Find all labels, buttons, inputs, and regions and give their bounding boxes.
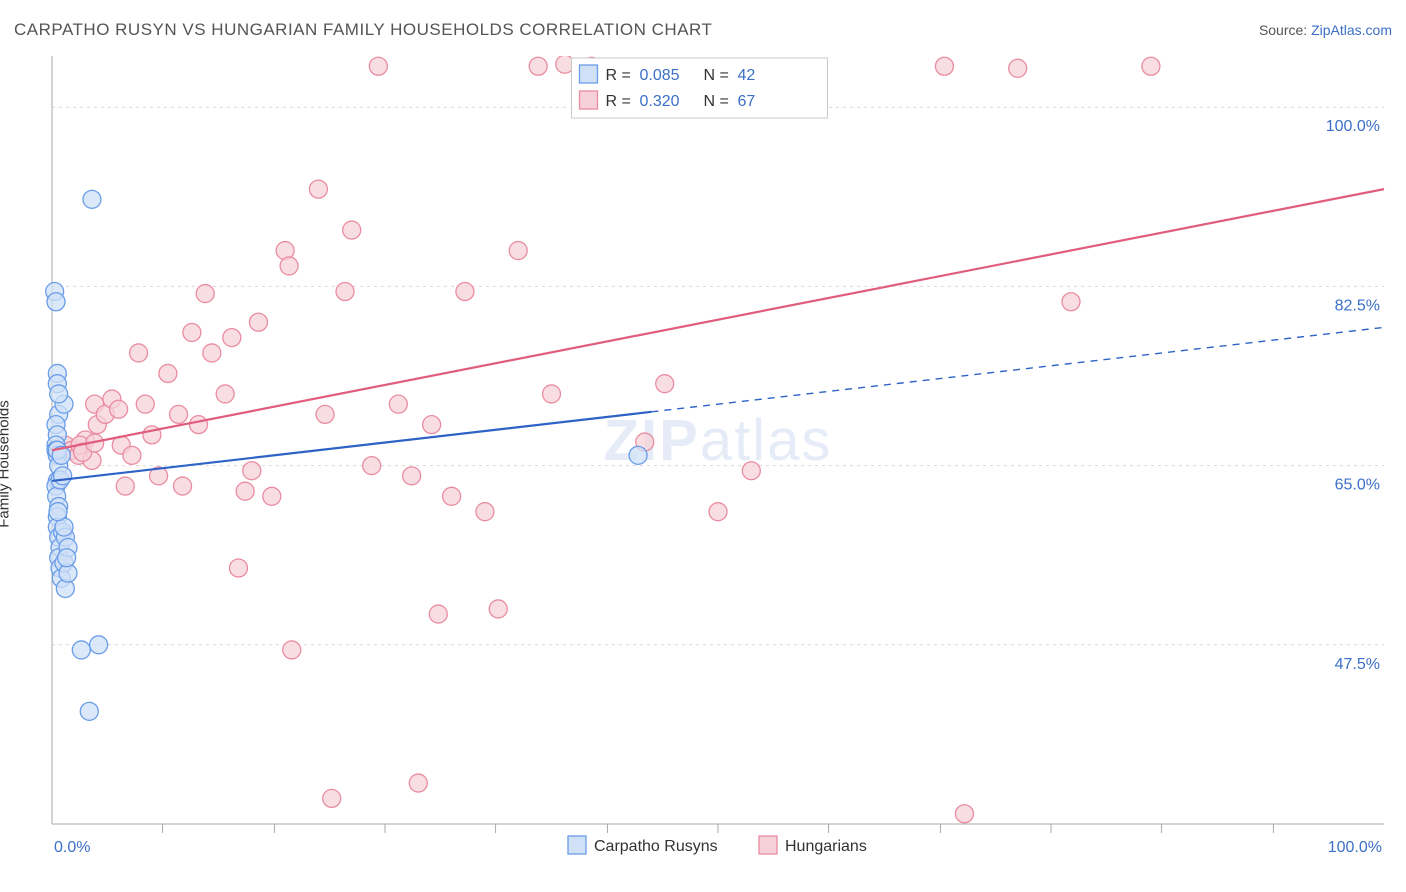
data-point xyxy=(47,293,65,311)
legend-label: Hungarians xyxy=(785,838,867,855)
data-point xyxy=(110,400,128,418)
data-point xyxy=(489,600,507,618)
data-point xyxy=(280,257,298,275)
data-point xyxy=(216,385,234,403)
y-tick-label: 65.0% xyxy=(1335,477,1380,494)
x-max-label: 100.0% xyxy=(1328,839,1382,856)
data-point xyxy=(1062,293,1080,311)
legend-stat: R = xyxy=(605,93,630,110)
data-point xyxy=(223,329,241,347)
data-point xyxy=(336,283,354,301)
data-point xyxy=(174,477,192,495)
data-point xyxy=(363,457,381,475)
data-point xyxy=(243,462,261,480)
data-point xyxy=(343,221,361,239)
legend-stat: 67 xyxy=(737,93,755,110)
data-point xyxy=(229,559,247,577)
chart-title: CARPATHO RUSYN VS HUNGARIAN FAMILY HOUSE… xyxy=(14,20,712,40)
data-point xyxy=(656,375,674,393)
data-point xyxy=(183,323,201,341)
data-point xyxy=(529,57,547,75)
data-point xyxy=(263,487,281,505)
trend-line xyxy=(52,412,651,481)
legend-stat: R = xyxy=(605,67,630,84)
data-point xyxy=(316,405,334,423)
data-point xyxy=(49,503,67,521)
y-tick-label: 82.5% xyxy=(1335,297,1380,314)
chart-area: Family Households 47.5%65.0%82.5%100.0%Z… xyxy=(14,56,1392,872)
data-point xyxy=(203,344,221,362)
legend-stat: 0.085 xyxy=(639,67,679,84)
data-point xyxy=(72,641,90,659)
y-tick-label: 47.5% xyxy=(1335,656,1380,673)
data-point xyxy=(323,789,341,807)
legend-label: Carpatho Rusyns xyxy=(594,838,718,855)
legend-swatch xyxy=(579,91,597,109)
data-point xyxy=(83,190,101,208)
data-point xyxy=(116,477,134,495)
data-point xyxy=(935,57,953,75)
data-point xyxy=(429,605,447,623)
data-point xyxy=(509,242,527,260)
source-label: Source: xyxy=(1259,22,1307,38)
data-point xyxy=(629,446,647,464)
data-point xyxy=(476,503,494,521)
data-point xyxy=(54,467,72,485)
x-min-label: 0.0% xyxy=(54,839,90,856)
data-point xyxy=(136,395,154,413)
data-point xyxy=(409,774,427,792)
data-point xyxy=(80,702,98,720)
data-point xyxy=(58,549,76,567)
data-point xyxy=(159,364,177,382)
source-link[interactable]: ZipAtlas.com xyxy=(1311,22,1392,38)
data-point xyxy=(443,487,461,505)
data-point xyxy=(236,482,254,500)
data-point xyxy=(543,385,561,403)
data-point xyxy=(1142,57,1160,75)
y-axis-label: Family Households xyxy=(0,400,13,528)
data-point xyxy=(742,462,760,480)
data-point xyxy=(50,385,68,403)
data-point xyxy=(309,180,327,198)
legend-swatch xyxy=(579,65,597,83)
data-point xyxy=(389,395,407,413)
chart-header: CARPATHO RUSYN VS HUNGARIAN FAMILY HOUSE… xyxy=(14,20,1392,40)
data-point xyxy=(90,636,108,654)
data-point xyxy=(249,313,267,331)
legend-stat: N = xyxy=(703,93,728,110)
scatter-chart: 47.5%65.0%82.5%100.0%ZIPatlasR =0.085N =… xyxy=(14,56,1392,872)
data-point xyxy=(123,446,141,464)
legend-swatch xyxy=(759,836,777,854)
data-point xyxy=(456,283,474,301)
y-tick-label: 100.0% xyxy=(1326,118,1380,135)
legend-stat: N = xyxy=(703,67,728,84)
data-point xyxy=(955,805,973,823)
data-point xyxy=(709,503,727,521)
data-point xyxy=(403,467,421,485)
data-point xyxy=(190,416,208,434)
legend-swatch xyxy=(568,836,586,854)
data-point xyxy=(170,405,188,423)
legend-stat: 42 xyxy=(737,67,755,84)
data-point xyxy=(196,285,214,303)
data-point xyxy=(283,641,301,659)
data-point xyxy=(1009,59,1027,77)
legend-stat: 0.320 xyxy=(639,93,679,110)
chart-source: Source: ZipAtlas.com xyxy=(1259,22,1392,38)
trend-line-extrapolated xyxy=(651,327,1384,411)
data-point xyxy=(130,344,148,362)
data-point xyxy=(369,57,387,75)
data-point xyxy=(423,416,441,434)
